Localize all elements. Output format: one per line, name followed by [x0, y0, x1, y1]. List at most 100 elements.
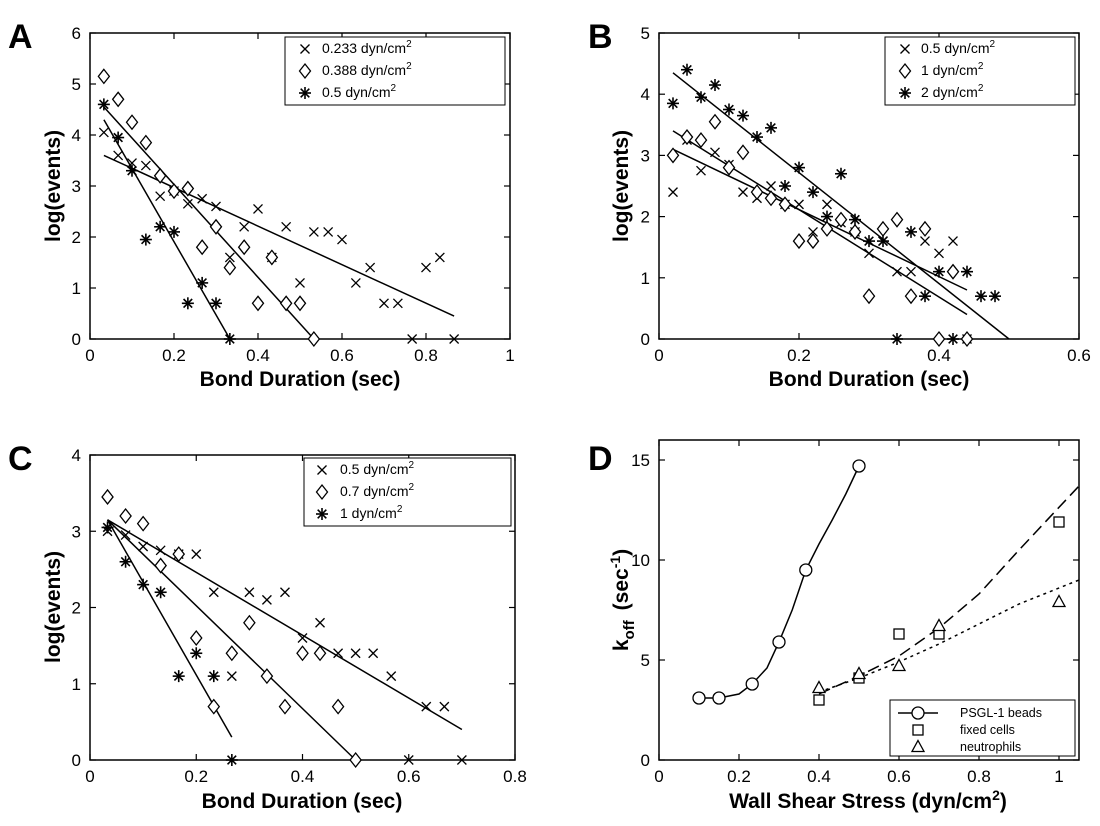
- y-tick-label: 15: [631, 451, 650, 470]
- data-point-diamond: [195, 239, 209, 256]
- legend-box: [884, 36, 1076, 106]
- marker-shape: [172, 546, 186, 563]
- data-point-asterisk: [849, 213, 861, 226]
- panel-label: D: [588, 440, 613, 478]
- marker-stroke: [456, 755, 467, 765]
- legend-label: 0.5 dyn/cm2: [340, 460, 414, 477]
- marker-stroke: [836, 168, 846, 179]
- x-axis-label: Bond Duration (sec): [200, 368, 401, 391]
- marker-stroke: [333, 648, 344, 659]
- data-point-asterisk: [933, 265, 945, 278]
- marker-stroke: [392, 298, 403, 309]
- data-point-x: [696, 165, 706, 176]
- marker-stroke: [191, 648, 202, 659]
- x-tick-label: 0.4: [927, 346, 951, 365]
- data-point-x: [317, 465, 327, 475]
- data-point-circle: [745, 677, 759, 691]
- data-point-asterisk: [207, 670, 220, 683]
- data-point-asterisk: [863, 235, 875, 248]
- axis-ticks: 0 0.2 0.4 0.6 0.8 1 0 1 2 3 4 5 6: [72, 24, 515, 365]
- marker-shape: [243, 614, 256, 631]
- y-tick-label: 2: [641, 208, 650, 227]
- data-point-diamond: [946, 263, 960, 280]
- data-point-asterisk: [835, 167, 847, 180]
- data-point-x: [379, 298, 389, 309]
- data-point-asterisk: [299, 87, 311, 99]
- marker-stroke: [138, 541, 149, 552]
- panel-b: B 0 0.2 0.4 0.6 0 1 2 3 4 5 Bond Duration (sec) l…: [588, 18, 1091, 391]
- data-point-x: [407, 334, 418, 344]
- marker-stroke: [182, 198, 193, 209]
- data-point-asterisk: [765, 121, 777, 134]
- data-point-diamond: [694, 132, 708, 149]
- marker-stroke: [403, 755, 414, 765]
- data-point-asterisk: [190, 647, 203, 660]
- data-point-circle: [772, 635, 786, 649]
- data-point-diamond: [315, 483, 329, 501]
- marker-stroke: [892, 266, 902, 277]
- marker-shape: [912, 724, 924, 736]
- marker-stroke: [337, 234, 347, 245]
- data-point-diamond: [750, 184, 764, 201]
- marker-shape: [811, 680, 827, 694]
- data-point-x: [808, 226, 818, 237]
- marker-shape: [851, 666, 867, 680]
- data-point-asterisk: [905, 225, 917, 238]
- marker-stroke: [822, 211, 832, 222]
- marker-stroke: [120, 556, 131, 567]
- data-point-diamond: [876, 220, 890, 237]
- marker-stroke: [140, 160, 151, 171]
- marker-stroke: [920, 291, 930, 302]
- marker-shape: [225, 645, 239, 662]
- data-point-diamond: [223, 259, 237, 276]
- legend-marker: [898, 62, 912, 80]
- marker-shape: [680, 128, 694, 146]
- x-tick-label: 0: [654, 767, 663, 786]
- marker-shape: [792, 233, 806, 250]
- legend-marker: [899, 87, 911, 99]
- marker-shape: [946, 263, 960, 280]
- marker-shape: [910, 739, 926, 753]
- marker-shape: [820, 220, 834, 237]
- marker-stroke: [794, 162, 804, 173]
- y-tick-label: 0: [641, 751, 650, 770]
- y-tick-label: 5: [641, 651, 650, 670]
- data-points: [666, 63, 1001, 348]
- data-point-x: [738, 187, 748, 198]
- marker-shape: [139, 134, 153, 151]
- marker-stroke: [300, 44, 310, 54]
- marker-stroke: [239, 221, 250, 232]
- y-axis-label: log(events): [42, 130, 65, 242]
- fit-line: [672, 72, 1010, 340]
- marker-stroke: [211, 298, 221, 309]
- y-tick-label: 2: [72, 599, 81, 618]
- marker-stroke: [864, 248, 874, 259]
- data-point-diamond: [260, 668, 274, 685]
- marker-shape: [293, 295, 307, 312]
- data-point-asterisk: [947, 333, 959, 345]
- marker-stroke: [127, 165, 137, 176]
- y-tick-label: 1: [641, 269, 650, 288]
- x-tick-label: 0.6: [887, 767, 911, 786]
- data-point-asterisk: [989, 290, 1001, 303]
- data-point-asterisk: [154, 220, 167, 233]
- marker-stroke: [368, 648, 379, 659]
- marker-shape: [736, 144, 750, 161]
- marker-shape: [712, 691, 726, 705]
- fit-line: [103, 119, 231, 340]
- marker-stroke: [281, 221, 292, 232]
- marker-stroke: [920, 236, 930, 247]
- data-point-triangle: [1051, 594, 1067, 608]
- legend-label: 1 dyn/cm2: [340, 504, 403, 521]
- plot-frame: [658, 32, 1080, 340]
- data-point-diamond: [189, 629, 203, 647]
- data-point-asterisk: [899, 87, 911, 99]
- data-point-x: [140, 160, 151, 171]
- marker-stroke: [407, 334, 418, 344]
- data-point-x: [365, 262, 376, 273]
- marker-shape: [772, 635, 786, 649]
- legend-label: 0.7 dyn/cm2: [340, 482, 414, 499]
- marker-stroke: [197, 193, 208, 204]
- x-tick-label: 0.8: [967, 767, 991, 786]
- data-point-diamond: [172, 546, 186, 563]
